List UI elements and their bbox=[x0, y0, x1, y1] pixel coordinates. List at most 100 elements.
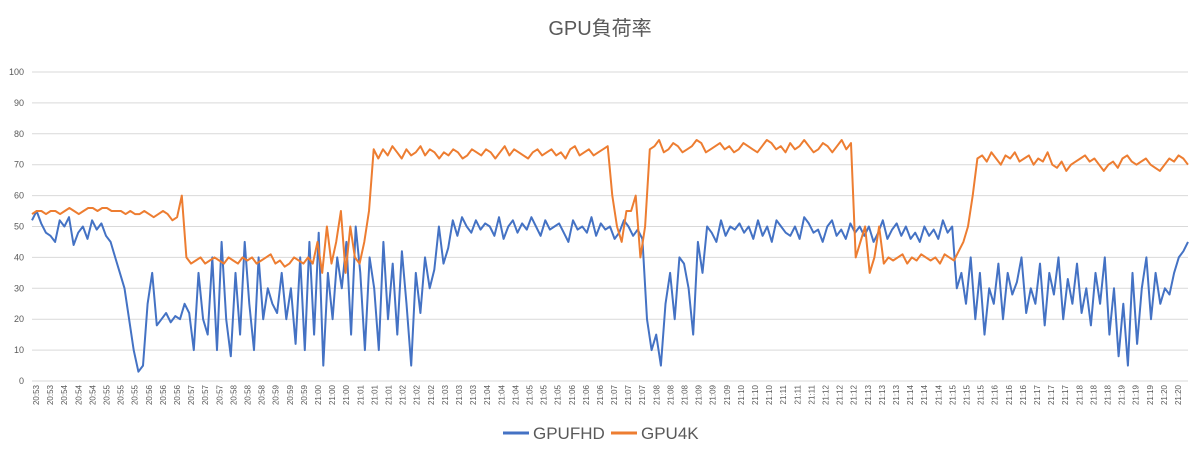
series-line-gpufhd bbox=[31, 210, 1189, 373]
x-tick-label: 21:05 bbox=[554, 384, 563, 405]
x-tick-label: 20:59 bbox=[272, 384, 281, 405]
x-tick-label: 21:10 bbox=[737, 384, 746, 405]
x-tick-label: 21:04 bbox=[497, 384, 506, 405]
x-tick-label: 21:02 bbox=[413, 384, 422, 405]
x-tick-label: 21:15 bbox=[962, 384, 971, 405]
x-tick-label: 21:13 bbox=[864, 384, 873, 405]
x-tick-label: 21:11 bbox=[793, 384, 802, 404]
series-line-gpu4k bbox=[31, 139, 1189, 274]
x-tick-label: 21:15 bbox=[977, 384, 986, 405]
x-tick-label: 21:08 bbox=[681, 384, 690, 405]
x-tick-label: 21:00 bbox=[342, 384, 351, 405]
x-tick-label: 20:55 bbox=[103, 384, 112, 405]
x-tick-label: 21:16 bbox=[1019, 384, 1028, 405]
x-tick-label: 21:07 bbox=[624, 384, 633, 405]
x-tick-label: 21:18 bbox=[1075, 384, 1084, 405]
x-tick-label: 20:56 bbox=[173, 384, 182, 405]
x-tick-label: 21:13 bbox=[878, 384, 887, 405]
x-tick-label: 21:08 bbox=[652, 384, 661, 405]
x-tick-label: 20:57 bbox=[215, 384, 224, 405]
x-tick-label: 21:09 bbox=[723, 384, 732, 405]
x-tick-label: 20:54 bbox=[88, 384, 97, 405]
x-tick-label: 21:19 bbox=[1132, 384, 1141, 405]
x-tick-label: 21:03 bbox=[455, 384, 464, 405]
x-tick-label: 21:06 bbox=[568, 384, 577, 405]
y-tick-label: 70 bbox=[14, 160, 24, 170]
x-tick-label: 20:56 bbox=[145, 384, 154, 405]
x-tick-label: 21:17 bbox=[1033, 384, 1042, 405]
y-tick-label: 80 bbox=[14, 129, 24, 139]
x-tick-label: 20:55 bbox=[131, 384, 140, 405]
chart-title: GPU負荷率 bbox=[548, 17, 651, 40]
x-tick-label: 21:06 bbox=[596, 384, 605, 405]
x-tick-label: 21:08 bbox=[666, 384, 675, 405]
x-tick-label: 21:06 bbox=[582, 384, 591, 405]
x-tick-label: 20:58 bbox=[258, 384, 267, 405]
x-tick-label: 20:53 bbox=[46, 384, 55, 405]
legend-label: GPU4K bbox=[641, 424, 699, 443]
x-tick-label: 20:56 bbox=[159, 384, 168, 405]
x-tick-label: 21:16 bbox=[991, 384, 1000, 405]
x-tick-label: 21:11 bbox=[807, 384, 816, 404]
y-axis-tick-labels: 0 10 20 30 40 50 60 70 80 90 100 bbox=[9, 67, 24, 386]
x-tick-label: 21:13 bbox=[892, 384, 901, 405]
x-tick-label: 21:10 bbox=[765, 384, 774, 405]
x-tick-label: 21:19 bbox=[1118, 384, 1127, 405]
y-tick-label: 100 bbox=[9, 67, 24, 77]
x-tick-label: 20:53 bbox=[32, 384, 41, 405]
y-tick-label: 10 bbox=[14, 345, 24, 355]
x-tick-label: 21:18 bbox=[1103, 384, 1112, 405]
x-tick-label: 21:07 bbox=[638, 384, 647, 405]
y-tick-label: 30 bbox=[14, 283, 24, 293]
x-tick-label: 21:18 bbox=[1089, 384, 1098, 405]
x-tick-label: 21:19 bbox=[1146, 384, 1155, 405]
series-lines bbox=[31, 139, 1189, 373]
x-tick-label: 21:09 bbox=[709, 384, 718, 405]
x-tick-label: 21:05 bbox=[540, 384, 549, 405]
x-tick-label: 20:57 bbox=[201, 384, 210, 405]
x-tick-label: 21:03 bbox=[469, 384, 478, 405]
y-tick-label: 20 bbox=[14, 314, 24, 324]
legend-label: GPUFHD bbox=[533, 424, 605, 443]
x-tick-label: 21:01 bbox=[370, 384, 379, 405]
x-tick-label: 21:01 bbox=[356, 384, 365, 405]
x-tick-label: 21:01 bbox=[384, 384, 393, 405]
x-tick-label: 21:07 bbox=[610, 384, 619, 405]
x-tick-label: 20:57 bbox=[187, 384, 196, 405]
y-tick-label: 40 bbox=[14, 252, 24, 262]
y-tick-label: 0 bbox=[19, 376, 24, 386]
x-tick-label: 21:02 bbox=[399, 384, 408, 405]
x-tick-label: 21:17 bbox=[1061, 384, 1070, 405]
y-tick-label: 90 bbox=[14, 98, 24, 108]
x-tick-label: 20:58 bbox=[229, 384, 238, 405]
x-tick-label: 20:54 bbox=[74, 384, 83, 405]
x-tick-label: 21:14 bbox=[934, 384, 943, 405]
x-tick-label: 21:00 bbox=[328, 384, 337, 405]
x-tick-label: 21:02 bbox=[427, 384, 436, 405]
x-tick-label: 21:05 bbox=[525, 384, 534, 405]
x-tick-label: 21:11 bbox=[779, 384, 788, 404]
x-tick-label: 21:17 bbox=[1047, 384, 1056, 405]
x-tick-label: 21:04 bbox=[483, 384, 492, 405]
x-tick-label: 20:55 bbox=[117, 384, 126, 405]
y-tick-label: 50 bbox=[14, 222, 24, 232]
x-tick-label: 21:00 bbox=[314, 384, 323, 405]
x-tick-label: 21:16 bbox=[1005, 384, 1014, 405]
x-tick-label: 21:10 bbox=[751, 384, 760, 405]
x-tick-label: 20:59 bbox=[286, 384, 295, 405]
x-axis-tick-labels: 20:53 20:53 20:54 20:54 20:54 20:55 20:55 20:55… bbox=[32, 384, 1183, 405]
x-tick-label: 21:12 bbox=[836, 384, 845, 405]
x-tick-label: 21:20 bbox=[1160, 384, 1169, 405]
x-tick-label: 21:12 bbox=[822, 384, 831, 405]
x-tick-label: 20:54 bbox=[60, 384, 69, 405]
legend: GPUFHD GPU4K bbox=[503, 424, 699, 443]
y-tick-label: 60 bbox=[14, 191, 24, 201]
x-tick-label: 21:14 bbox=[920, 384, 929, 405]
x-tick-label: 21:12 bbox=[850, 384, 859, 405]
x-tick-label: 20:58 bbox=[244, 384, 253, 405]
x-tick-label: 21:04 bbox=[511, 384, 520, 405]
x-tick-label: 21:09 bbox=[695, 384, 704, 405]
x-tick-label: 21:20 bbox=[1174, 384, 1183, 405]
